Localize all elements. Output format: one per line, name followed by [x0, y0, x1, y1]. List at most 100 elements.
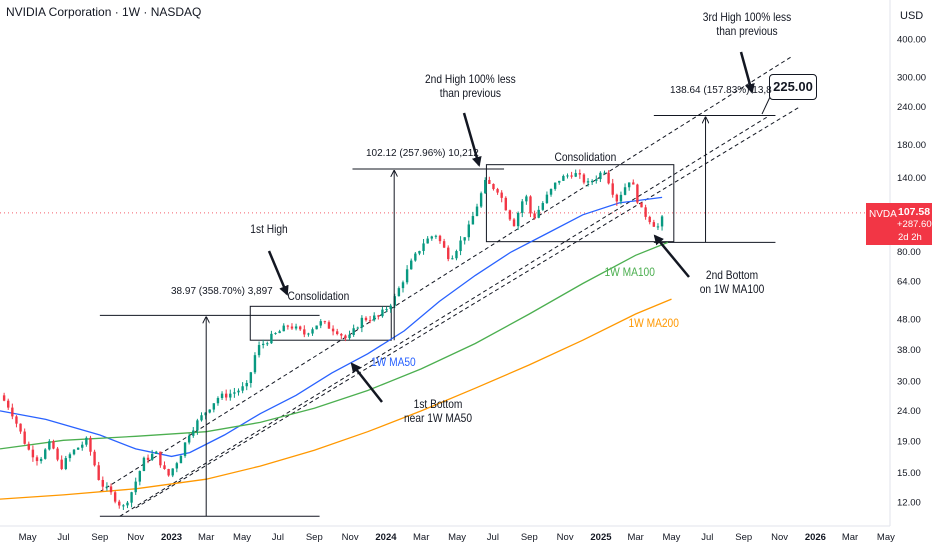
- candle-body: [475, 206, 479, 217]
- candle-body: [237, 390, 240, 393]
- moving-averages: [0, 196, 672, 500]
- first-bottom-line-2: near 1W MA50: [404, 411, 473, 425]
- candle-body: [570, 175, 573, 177]
- candle-body: [19, 423, 22, 432]
- y-tick-label: 48.00: [897, 314, 921, 325]
- candle-body: [249, 372, 253, 383]
- candle-body: [525, 196, 528, 202]
- candle-body: [340, 334, 343, 336]
- price-tag-countdown: 2d 2h: [898, 232, 922, 243]
- first-bottom-arrow: [350, 362, 383, 403]
- candle-body: [360, 317, 364, 328]
- candle-body: [512, 219, 516, 227]
- x-tick-label: May: [448, 532, 466, 543]
- second-high-label: 2nd High 100% less than previous: [425, 72, 516, 100]
- candle-body: [393, 296, 396, 306]
- candle-body: [257, 345, 261, 356]
- chart-title: NVIDIA Corporation · 1W · NASDAQ: [6, 5, 202, 19]
- x-tick-label: 2024: [375, 532, 397, 543]
- candle-body: [479, 193, 483, 207]
- y-tick-label: 180.00: [897, 140, 926, 151]
- candle-body: [200, 415, 203, 421]
- y-tick-label: 400.00: [897, 35, 926, 46]
- consolidation-1-label: Consolidation: [287, 289, 350, 303]
- candle-body: [385, 308, 388, 310]
- y-tick-label: 19.00: [897, 437, 921, 448]
- candle-body: [68, 454, 72, 459]
- candle-body: [212, 403, 216, 410]
- first-bottom-line-1: 1st Bottom: [413, 397, 463, 411]
- candle-body: [451, 258, 454, 260]
- candle-body: [636, 184, 639, 203]
- last-price-tag: NVDA 107.58 +287.60% 2d 2h: [866, 203, 932, 245]
- candle-body: [582, 174, 586, 183]
- candle-body: [615, 194, 619, 202]
- candle-body: [352, 328, 355, 335]
- third-high-label: 3rd High 100% less than previous: [703, 10, 791, 38]
- candle-body: [44, 449, 47, 459]
- candle-body: [93, 451, 96, 466]
- candle-body: [459, 240, 462, 252]
- candle-body: [11, 407, 14, 417]
- ma200-label: 1W MA200: [628, 316, 679, 330]
- candle-body: [159, 451, 162, 466]
- consolidation-box-1: [485, 164, 675, 243]
- candle-body: [644, 207, 647, 217]
- candle-body: [89, 437, 92, 452]
- candle-body: [504, 197, 508, 211]
- candle-body: [179, 455, 183, 464]
- candle-body: [401, 282, 405, 289]
- candle-body: [632, 182, 635, 185]
- candle-body: [261, 343, 265, 346]
- x-tick-label: Jul: [272, 532, 284, 543]
- x-tick-label: Sep: [735, 532, 752, 543]
- y-tick-label: 12.00: [897, 497, 921, 508]
- candle-body: [39, 458, 43, 462]
- y-tick-label: 140.00: [897, 173, 926, 184]
- candle-body: [508, 210, 512, 220]
- third-high-arrow: [739, 51, 755, 94]
- candle-body: [101, 479, 105, 487]
- candle-body: [603, 172, 606, 174]
- candle-body: [496, 189, 499, 193]
- candle-body: [245, 382, 248, 387]
- candle-body: [434, 235, 438, 237]
- candle-body: [541, 203, 545, 210]
- candle-body: [537, 209, 540, 218]
- candle-body: [418, 250, 421, 254]
- currency-label[interactable]: USD: [900, 10, 924, 22]
- x-tick-label: 2025: [590, 532, 612, 543]
- candle-body: [323, 321, 327, 323]
- x-tick-label: Mar: [198, 532, 214, 543]
- candle-body: [467, 224, 470, 238]
- candle-body: [274, 333, 277, 335]
- x-tick-label: 2026: [805, 532, 826, 543]
- second-bottom-line-2: on 1W MA100: [699, 282, 765, 296]
- candle-body: [48, 441, 51, 450]
- channel-lines: [99, 56, 800, 517]
- candle-body: [52, 441, 55, 449]
- candle-body: [578, 173, 582, 175]
- candle-body: [438, 235, 442, 242]
- candle-body: [368, 320, 372, 322]
- candle-body: [405, 269, 409, 283]
- candle-body: [270, 333, 273, 344]
- third-high-line-1: 3rd High 100% less: [702, 10, 792, 24]
- candle-body: [23, 431, 26, 444]
- candle-body: [278, 331, 281, 334]
- candle-body: [656, 226, 660, 228]
- candle-body: [307, 333, 310, 335]
- first-bottom-label: 1st Bottom near 1W MA50: [404, 397, 472, 425]
- candle-body: [155, 451, 158, 454]
- candle-body: [146, 457, 150, 460]
- candle-body: [566, 175, 569, 177]
- horizontal-levels: [0, 114, 866, 517]
- candle-body: [529, 196, 532, 214]
- x-tick-label: Nov: [342, 532, 359, 543]
- x-tick-label: Sep: [91, 532, 108, 543]
- candle-body: [422, 243, 425, 251]
- candle-body: [648, 216, 651, 223]
- candle-body: [97, 465, 100, 480]
- second-high-line-2: than previous: [439, 86, 501, 100]
